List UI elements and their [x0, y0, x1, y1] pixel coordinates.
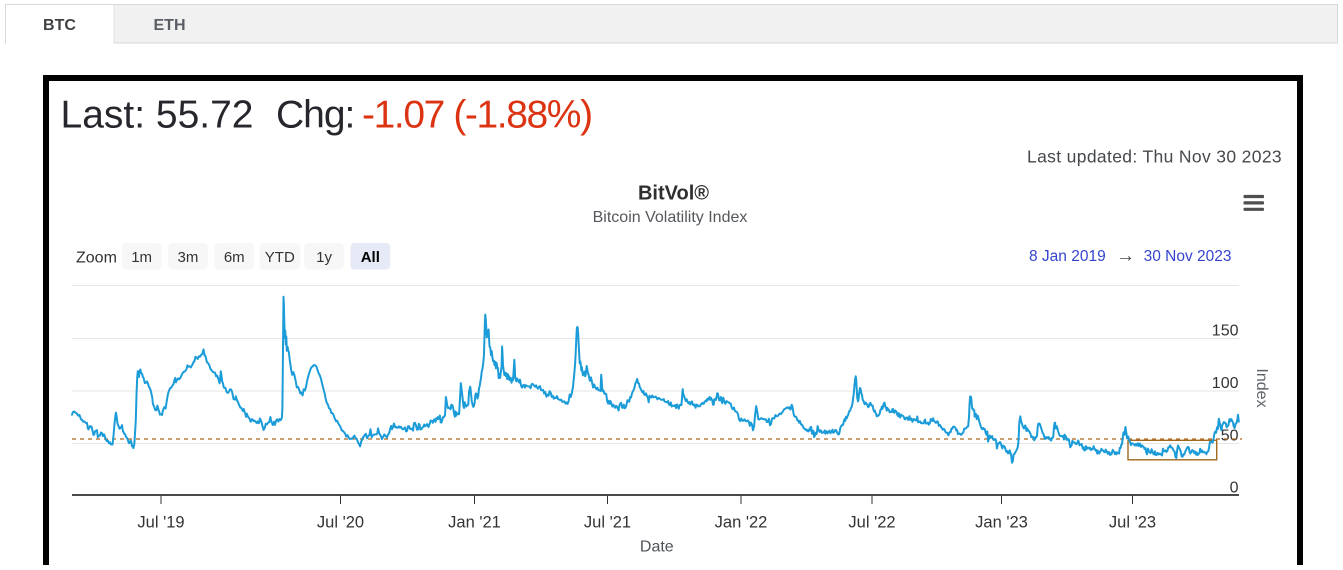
svg-text:Jul '22: Jul '22 — [848, 514, 895, 532]
svg-text:Last: 55.72: Last: 55.72 — [61, 94, 254, 137]
svg-text:Jul '23: Jul '23 — [1109, 514, 1156, 532]
svg-text:3m: 3m — [178, 249, 199, 266]
svg-text:6m: 6m — [224, 249, 245, 266]
svg-text:1y: 1y — [316, 249, 332, 266]
svg-text:100: 100 — [1212, 375, 1239, 392]
svg-text:Chg:: Chg: — [276, 94, 354, 137]
svg-text:1m: 1m — [131, 249, 152, 266]
svg-text:Jan '21: Jan '21 — [448, 514, 501, 532]
svg-text:Index: Index — [1253, 368, 1270, 407]
svg-text:Jul '20: Jul '20 — [317, 514, 364, 532]
svg-text:Last updated: Thu Nov 30 2023: Last updated: Thu Nov 30 2023 — [1027, 147, 1282, 167]
svg-text:Jul '19: Jul '19 — [137, 514, 184, 532]
svg-text:ETH: ETH — [154, 17, 186, 34]
svg-text:BitVol®: BitVol® — [638, 183, 709, 205]
svg-text:0: 0 — [1230, 480, 1239, 497]
svg-text:Jan '23: Jan '23 — [975, 514, 1028, 532]
svg-text:8 Jan 2019: 8 Jan 2019 — [1029, 248, 1106, 265]
svg-text:150: 150 — [1212, 323, 1239, 340]
svg-text:→: → — [1116, 246, 1135, 267]
svg-text:Zoom: Zoom — [76, 250, 117, 267]
svg-text:Date: Date — [640, 539, 674, 556]
svg-text:-1.07 (-1.88%): -1.07 (-1.88%) — [362, 94, 592, 137]
svg-text:30 Nov 2023: 30 Nov 2023 — [1144, 248, 1232, 265]
svg-text:YTD: YTD — [265, 249, 295, 266]
svg-text:All: All — [361, 249, 380, 266]
svg-text:Jan '22: Jan '22 — [715, 514, 768, 532]
svg-text:BTC: BTC — [43, 17, 76, 34]
svg-text:Jul '21: Jul '21 — [584, 514, 631, 532]
svg-text:Bitcoin Volatility Index: Bitcoin Volatility Index — [593, 209, 748, 226]
svg-text:50: 50 — [1221, 428, 1239, 445]
